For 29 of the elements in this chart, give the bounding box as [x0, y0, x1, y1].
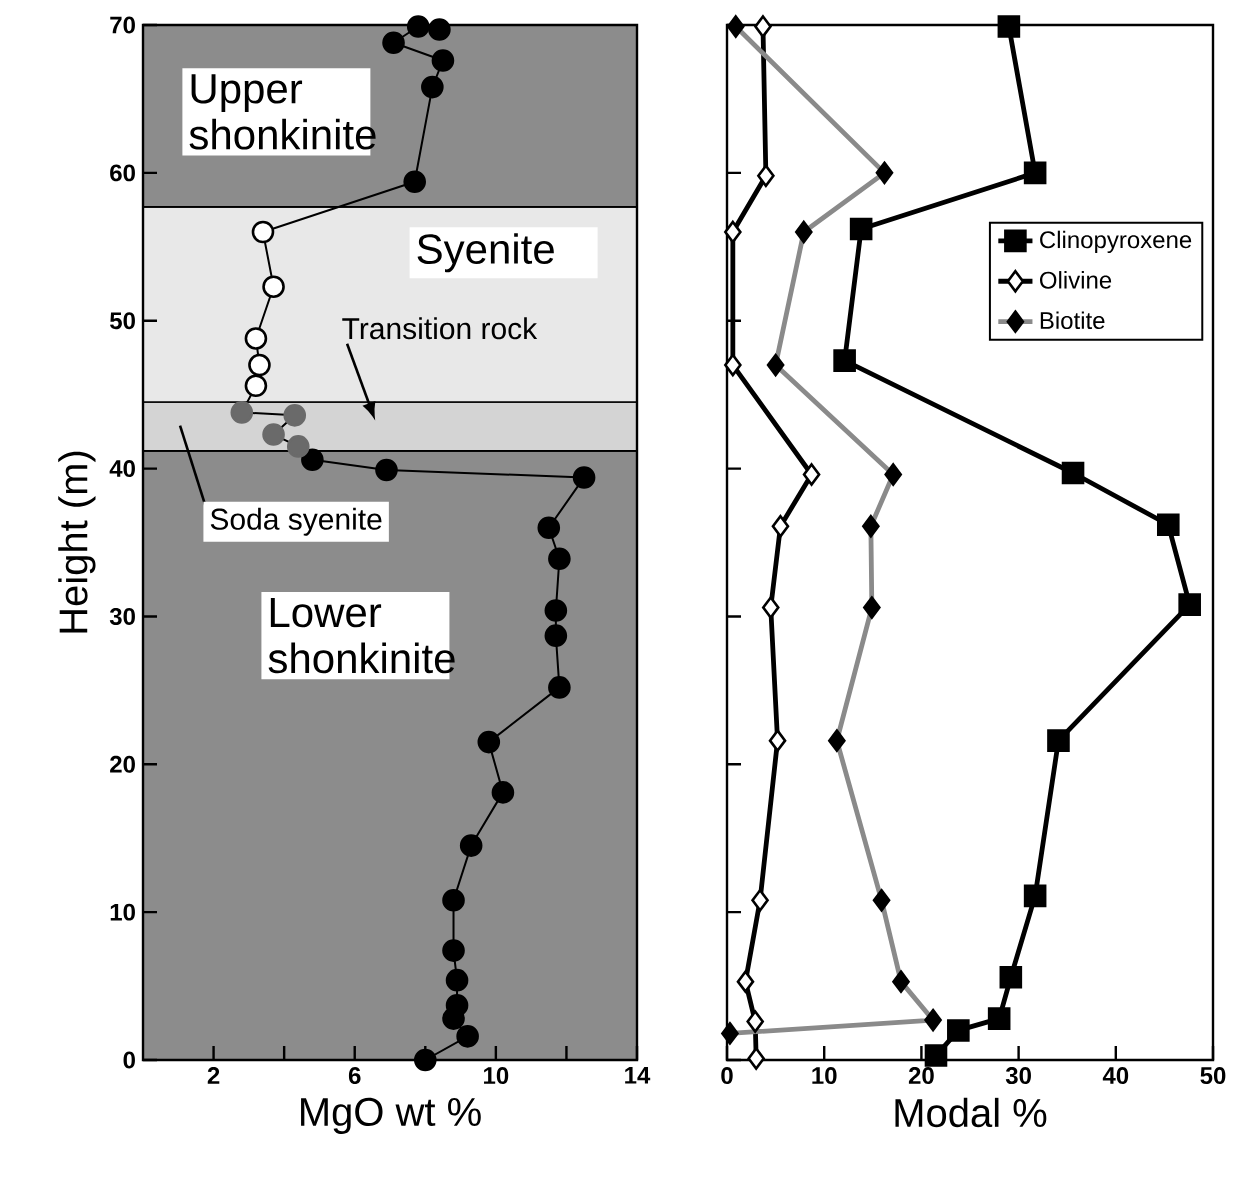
- x-tick-label: 2: [207, 1067, 220, 1084]
- legend-label: Biotite: [1040, 311, 1105, 330]
- legend-label: Olivine: [1039, 271, 1112, 289]
- x-tick-label: 0: [721, 1067, 733, 1085]
- x-tick-label: 40: [1102, 1067, 1129, 1085]
- x-axis-title: MgO wt %: [301, 1097, 481, 1135]
- y-axis-title: Height (m): [58, 451, 96, 633]
- x-tick-label: 10: [812, 1067, 837, 1085]
- x-tick-label: 14: [625, 1067, 651, 1084]
- y-tick-label: 70: [110, 16, 135, 34]
- y-tick-label: 0: [123, 1051, 135, 1069]
- x-tick-label: 20: [908, 1067, 934, 1085]
- band-label: Transition rock: [342, 317, 538, 340]
- band-label: Upper shonkinite: [189, 74, 376, 150]
- x-tick-label: 10: [484, 1067, 509, 1085]
- y-tick-label: 60: [110, 164, 135, 182]
- y-tick-label: 10: [110, 903, 135, 921]
- band-label: Lower shonkinite: [268, 598, 455, 674]
- x-tick-label: 50: [1200, 1067, 1226, 1085]
- y-tick-label: 30: [109, 607, 135, 625]
- x-tick-label: 30: [1005, 1067, 1031, 1085]
- x-axis-title: Modal %: [895, 1097, 1047, 1128]
- y-tick-label: 20: [110, 755, 135, 773]
- y-tick-label: 40: [109, 460, 135, 478]
- x-tick-label: 6: [348, 1067, 361, 1085]
- annotation: Soda syenite: [210, 507, 382, 536]
- band-label: Syenite: [417, 233, 554, 273]
- legend-label: Clinopyroxene: [1040, 230, 1192, 254]
- y-tick-label: 50: [110, 312, 135, 330]
